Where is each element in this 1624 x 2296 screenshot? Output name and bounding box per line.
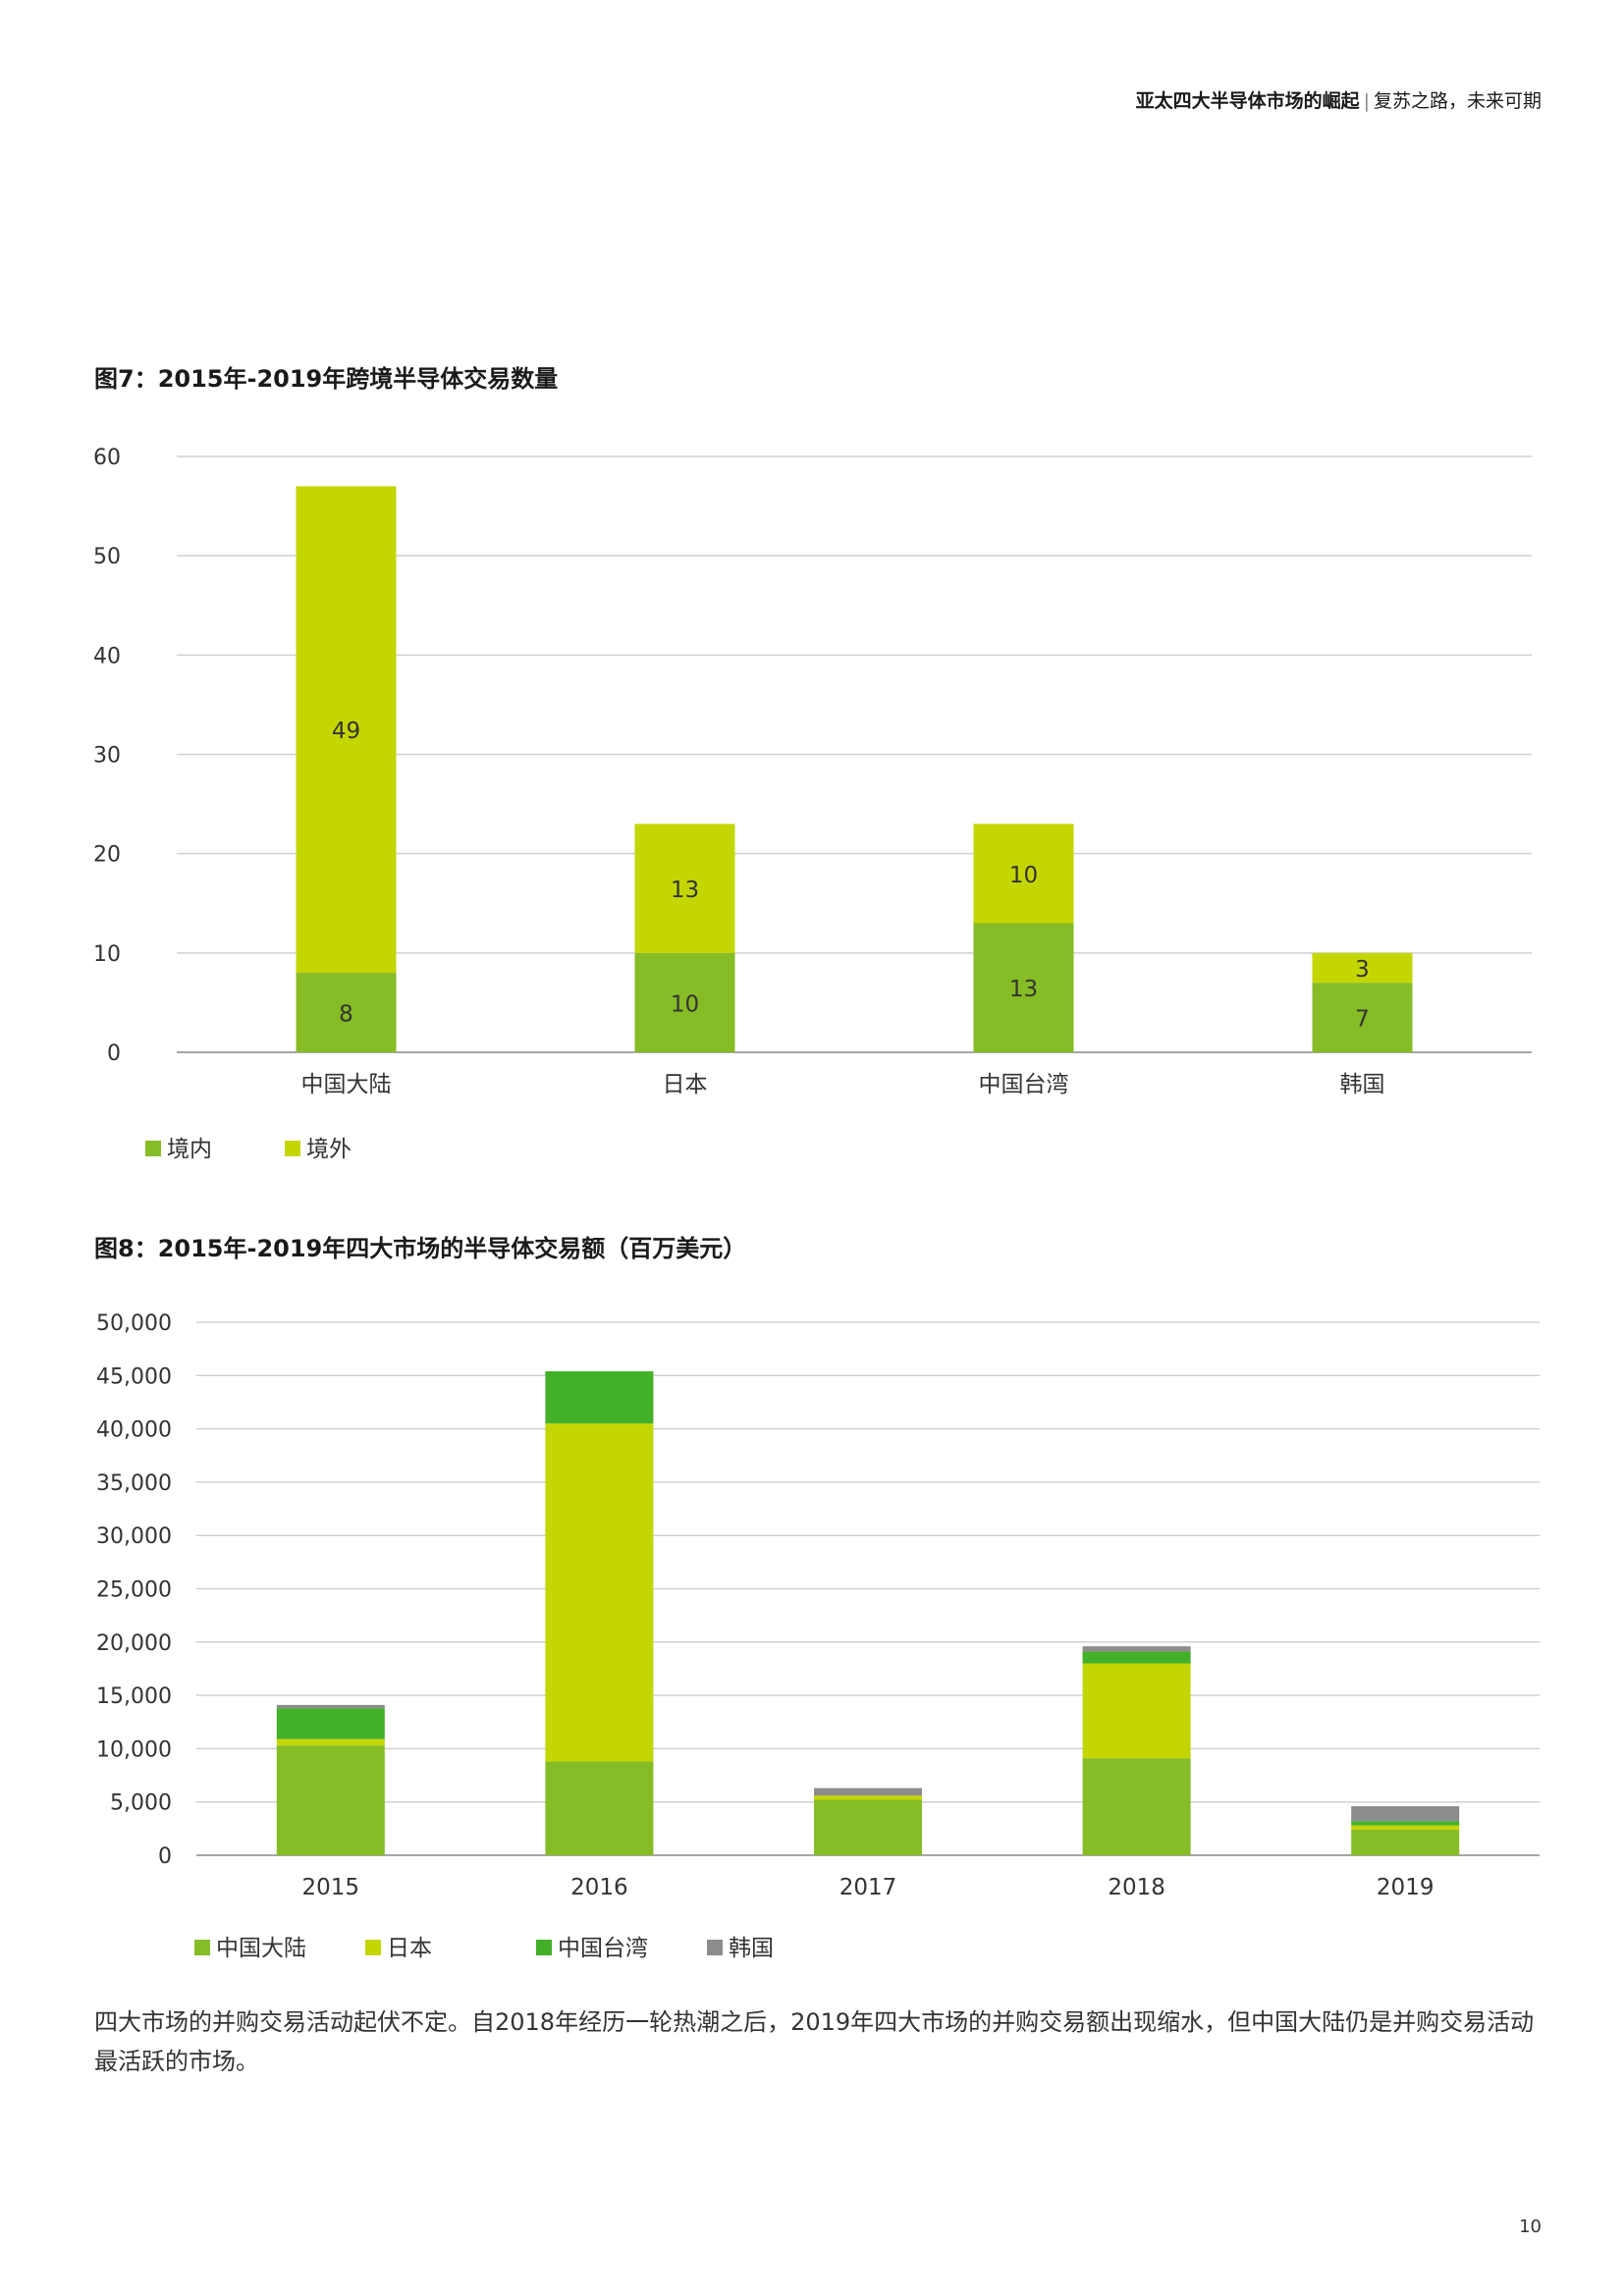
bar-segment bbox=[814, 1799, 922, 1855]
legend-label: 境内 bbox=[167, 1137, 212, 1162]
figure8-title: 图8：2015年-2019年四大市场的半导体交易额（百万美元） bbox=[94, 1235, 747, 1262]
bar-segment bbox=[973, 824, 1074, 924]
bar-segment bbox=[545, 1423, 654, 1762]
y-tick-label: 25,000 bbox=[96, 1578, 172, 1603]
header-separator: | bbox=[1363, 90, 1370, 112]
data-label: 49 bbox=[332, 719, 360, 744]
legend-swatch bbox=[536, 1940, 552, 1955]
bar-segment bbox=[634, 952, 735, 1052]
data-label: 13 bbox=[671, 878, 699, 903]
y-tick-label: 50 bbox=[93, 545, 121, 569]
legend-swatch bbox=[707, 1940, 723, 1955]
bar-segment bbox=[1351, 1821, 1460, 1826]
legend-label: 中国台湾 bbox=[558, 1936, 648, 1961]
bar-segment bbox=[1312, 983, 1413, 1052]
bar-segment bbox=[276, 1745, 385, 1855]
bar-segment bbox=[814, 1788, 922, 1796]
page-number: 10 bbox=[1519, 2216, 1542, 2237]
page-header: 亚太四大半导体市场的崛起 | 复苏之路，未来可期 bbox=[1136, 86, 1542, 113]
bar-segment bbox=[634, 824, 735, 953]
legend-label: 境外 bbox=[306, 1137, 352, 1162]
bar-segment bbox=[545, 1370, 654, 1424]
x-category-label: 中国台湾 bbox=[979, 1072, 1069, 1097]
bar-segment bbox=[1351, 1829, 1460, 1855]
bar-segment bbox=[1351, 1825, 1460, 1830]
y-tick-label: 30 bbox=[93, 744, 121, 769]
y-tick-label: 10 bbox=[93, 942, 121, 967]
bar-segment bbox=[1351, 1806, 1460, 1822]
data-label: 8 bbox=[339, 1002, 353, 1028]
y-tick-label: 20,000 bbox=[96, 1631, 172, 1656]
bar-segment bbox=[1082, 1651, 1191, 1664]
bar-segment bbox=[296, 486, 397, 974]
y-tick-label: 10,000 bbox=[96, 1737, 172, 1762]
data-label: 10 bbox=[671, 991, 699, 1017]
data-label: 3 bbox=[1355, 957, 1370, 983]
figure7-chart: 0 10 20 30 40 50 60 8 49 中国大陆 10 13 日本 13 10 中国台湾 7 3 韩国境内… bbox=[93, 446, 1532, 1162]
x-category-label: 2016 bbox=[570, 1875, 628, 1900]
bar-segment bbox=[1082, 1663, 1191, 1759]
x-category-label: 2017 bbox=[839, 1875, 897, 1900]
data-label: 10 bbox=[1009, 863, 1038, 888]
y-tick-label: 60 bbox=[93, 446, 121, 470]
legend-swatch bbox=[285, 1141, 300, 1156]
bar-segment bbox=[276, 1708, 385, 1739]
figure7-title: 图7：2015年-2019年跨境半导体交易数量 bbox=[94, 365, 559, 393]
bar-segment bbox=[1312, 952, 1413, 984]
bar-segment bbox=[1082, 1646, 1191, 1652]
bar-segment bbox=[545, 1761, 654, 1855]
y-tick-label: 20 bbox=[93, 843, 121, 868]
legend-label: 日本 bbox=[387, 1936, 432, 1961]
legend-swatch bbox=[194, 1940, 210, 1955]
y-tick-label: 45,000 bbox=[96, 1364, 172, 1389]
bar-segment bbox=[814, 1795, 922, 1800]
x-category-label: 2015 bbox=[302, 1875, 360, 1900]
x-category-label: 韩国 bbox=[1340, 1072, 1385, 1097]
data-label: 7 bbox=[1355, 1007, 1370, 1033]
header-subtitle: 复苏之路，未来可期 bbox=[1373, 90, 1542, 112]
body-paragraph: 四大市场的并购交易活动起伏不定。自2018年经历一轮热潮之后，2019年四大市场… bbox=[94, 2008, 1535, 2075]
bar-segment bbox=[296, 973, 397, 1052]
x-category-label: 中国大陆 bbox=[301, 1072, 392, 1097]
y-tick-label: 40 bbox=[93, 644, 121, 668]
figure8-chart: 0 5,000 10,000 15,000 20,000 25,000 30,000 35,0… bbox=[96, 1311, 1540, 1961]
y-tick-label: 0 bbox=[107, 1041, 121, 1066]
legend-swatch bbox=[365, 1940, 381, 1955]
legend-swatch bbox=[145, 1141, 161, 1156]
y-tick-label: 35,000 bbox=[96, 1471, 172, 1496]
header-title: 亚太四大半导体市场的崛起 bbox=[1135, 90, 1360, 112]
y-tick-label: 5,000 bbox=[110, 1791, 172, 1816]
bar-segment bbox=[276, 1738, 385, 1746]
y-tick-label: 15,000 bbox=[96, 1684, 172, 1709]
bar-segment bbox=[1082, 1758, 1191, 1855]
x-category-label: 2019 bbox=[1377, 1875, 1435, 1900]
y-tick-label: 40,000 bbox=[96, 1418, 172, 1443]
y-tick-label: 50,000 bbox=[96, 1311, 172, 1336]
y-tick-label: 30,000 bbox=[96, 1524, 172, 1549]
data-label: 13 bbox=[1009, 977, 1038, 1002]
y-tick-label: 0 bbox=[158, 1844, 172, 1869]
x-category-label: 日本 bbox=[663, 1072, 708, 1097]
x-category-label: 2018 bbox=[1108, 1875, 1165, 1900]
legend-label: 中国大陆 bbox=[216, 1936, 306, 1961]
legend-label: 韩国 bbox=[729, 1936, 774, 1961]
bar-segment bbox=[973, 923, 1074, 1052]
bar-segment bbox=[276, 1704, 385, 1709]
